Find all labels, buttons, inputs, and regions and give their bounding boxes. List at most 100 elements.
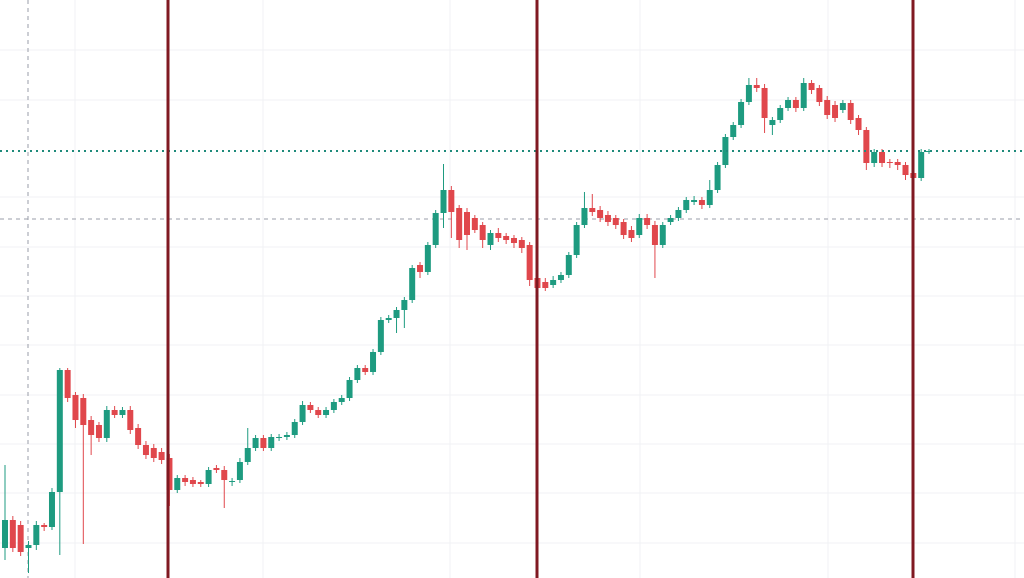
candle-body [479,225,486,240]
candle-body [385,318,392,320]
candle-body [401,300,408,310]
candle-body [503,236,510,240]
candle-body [299,405,306,422]
candle-body [800,83,807,108]
candle-body [808,83,815,90]
candle-body [526,245,533,280]
candle-body [2,520,8,548]
candle-body [268,437,275,448]
candle-body [550,280,557,285]
candle-body [691,200,698,202]
candle-body [510,238,517,243]
candle-body [871,152,878,163]
candle-body [330,402,337,410]
candle-body [879,152,886,163]
candle-body [88,420,95,435]
candle-body [127,410,134,430]
candle-body [894,162,901,165]
candle-body [612,218,619,225]
candle-body [135,428,142,445]
candle-body [464,212,470,235]
candle-body [698,200,705,205]
candle-body [542,282,549,288]
candle-body [745,85,752,102]
candle-body [354,368,361,380]
candle-body [926,151,932,152]
candle-body [142,445,149,455]
candle-body [236,462,243,480]
candle-body [918,152,925,178]
candle-body [338,398,345,402]
candle-body [792,100,799,108]
candle-body [111,410,118,415]
candle-body [346,380,353,398]
candle-body [644,218,651,225]
candle-body [315,410,322,415]
candle-body [119,410,126,415]
candle-body [252,438,259,448]
candle-body [64,370,71,398]
candle-body [291,422,298,435]
candle-body [244,448,251,462]
candle-body [730,125,737,137]
candle-body [174,478,181,490]
candle-body [9,520,16,548]
candle-body [659,225,666,245]
candle-body [440,190,447,213]
candle-body [307,405,314,410]
candle-body [557,275,564,280]
candle-body [95,425,102,438]
candle-body [189,480,196,484]
candle-body [182,478,189,482]
candle-body [417,265,424,272]
candle-body [714,165,721,190]
candle-body [667,218,674,222]
candle-body [628,230,635,238]
candle-body [722,137,729,165]
candle-body [377,320,384,352]
candle-body [260,438,267,448]
candle-body [456,208,463,240]
candle-body [432,213,439,245]
candle-body [683,200,690,210]
candle-body [777,108,784,120]
candle-body [471,218,478,230]
candle-body [487,233,494,245]
candle-body [25,545,32,548]
candle-body [197,482,204,484]
candle-body [448,190,455,212]
candle-body [863,130,870,163]
candle-body [581,208,588,225]
candles [2,78,932,573]
candle-body [103,410,110,438]
candle-body [283,435,290,437]
candle-body [205,470,212,484]
candle-body [518,240,525,248]
candle-body [753,85,760,88]
candle-body [832,105,839,118]
candle-body [651,225,658,245]
candle-body [565,255,572,275]
candle-body [855,118,862,130]
candle-body [221,470,228,480]
candle-body [150,448,157,458]
candle-body [902,165,909,175]
candle-body [370,352,377,372]
candle-body [636,218,643,235]
candle-body [886,162,893,163]
candle-body [816,88,823,102]
candle-body [158,452,165,460]
candle-body [213,468,220,470]
candle-body [72,395,79,420]
candle-body [17,525,24,552]
candle-body [48,492,55,527]
candle-body [675,210,682,218]
candle-body [589,208,596,212]
candle-body [33,525,40,545]
candle-body [839,103,846,110]
candle-body [41,525,48,527]
candle-body [229,481,236,482]
